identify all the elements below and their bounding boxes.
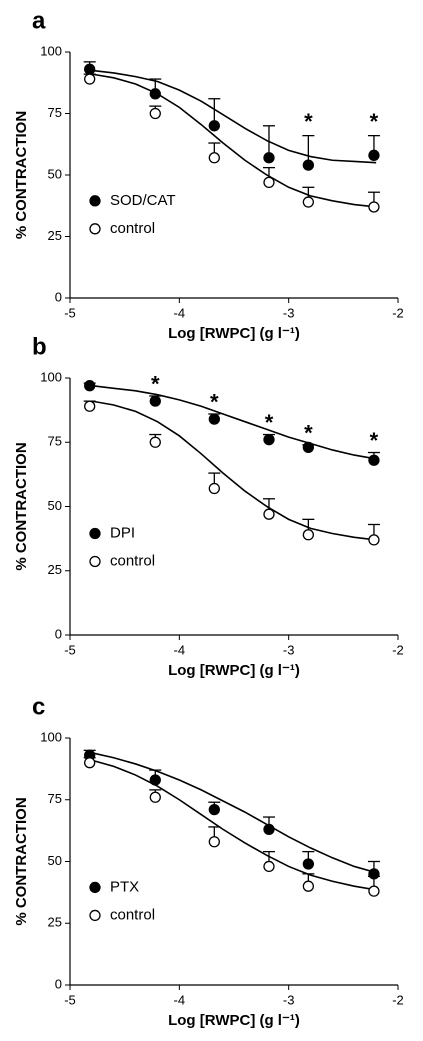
fit-curve (91, 759, 377, 891)
data-point (208, 803, 220, 816)
panel-title: a (32, 7, 46, 34)
data-point (263, 152, 275, 164)
x-tick-label: -2 (392, 305, 404, 320)
y-tick-label: 25 (48, 562, 62, 577)
legend-marker (89, 909, 101, 922)
data-point (84, 757, 96, 769)
legend-label: SOD/CAT (110, 192, 176, 209)
data-point (263, 860, 275, 873)
y-tick-label: 50 (48, 853, 62, 868)
fit-curve (91, 73, 377, 208)
data-point (84, 380, 96, 392)
x-tick-label: -5 (64, 642, 76, 657)
x-tick-label: -5 (64, 992, 76, 1007)
x-tick-label: -3 (283, 642, 295, 657)
x-axis-label: Log [RWPC] (g l⁻¹) (168, 325, 300, 342)
x-tick-label: -2 (392, 642, 404, 657)
significance-star: * (151, 372, 160, 397)
data-point (263, 434, 275, 446)
legend-label: control (110, 552, 155, 569)
x-axis-label: Log [RWPC] (g l⁻¹) (168, 662, 300, 679)
y-tick-label: 0 (55, 976, 62, 991)
data-point (302, 196, 314, 208)
x-axis-label: Log [RWPC] (g l⁻¹) (168, 1012, 300, 1029)
data-point (149, 107, 161, 120)
y-axis-label: % CONTRACTION (13, 797, 30, 925)
legend-marker (89, 555, 101, 568)
x-tick-label: -4 (174, 642, 186, 657)
data-point (149, 395, 161, 407)
fit-curve (91, 384, 377, 460)
x-tick-label: -3 (283, 305, 295, 320)
data-point (302, 858, 314, 870)
data-point (302, 441, 314, 454)
y-tick-label: 75 (48, 791, 62, 806)
legend-label: control (110, 220, 155, 237)
data-point (368, 534, 380, 546)
fit-curve (91, 69, 377, 164)
y-tick-label: 0 (55, 626, 62, 641)
legend-label: DPI (110, 524, 135, 541)
data-point (263, 176, 275, 189)
x-tick-label: -5 (64, 305, 76, 320)
data-point (208, 836, 220, 848)
data-point (368, 201, 380, 213)
significance-star: * (370, 109, 379, 134)
y-axis-label: % CONTRACTION (13, 442, 30, 570)
data-point (302, 529, 314, 541)
significance-star: * (265, 410, 274, 435)
data-point (263, 508, 275, 520)
y-tick-label: 100 (40, 369, 62, 384)
data-point (302, 159, 314, 171)
y-tick-label: 25 (48, 915, 62, 930)
panel-title: b (32, 333, 47, 360)
data-point (208, 120, 220, 132)
y-tick-label: 75 (48, 434, 62, 449)
data-point (208, 413, 220, 425)
y-axis-label: % CONTRACTION (13, 111, 30, 239)
y-tick-label: 100 (40, 43, 62, 58)
data-point (208, 482, 220, 495)
data-point (368, 149, 380, 161)
legend-label: PTX (110, 878, 139, 895)
y-tick-label: 25 (48, 228, 62, 243)
panel-title: c (32, 693, 45, 720)
data-point (84, 63, 96, 75)
fit-curve (91, 752, 377, 874)
panel: c 0 25 50 75 100 -5 -4 -3 -2 Log [RWPC] (g l⁻¹) % C… (13, 693, 404, 1029)
legend-marker (89, 881, 101, 894)
panel: b 0 25 50 75 100 -5 -4 -3 -2 Log [RWPC] (g l⁻¹) % C… (13, 333, 404, 679)
y-tick-label: 50 (48, 166, 62, 181)
data-point (84, 400, 96, 412)
significance-star: * (304, 109, 313, 134)
legend-label: control (110, 906, 155, 923)
x-tick-label: -4 (174, 992, 186, 1007)
panel: a 0 25 50 75 100 -5 -4 -3 -2 Log [RWPC] (g l⁻¹) % C… (13, 7, 404, 342)
data-point (84, 73, 96, 85)
legend-marker (89, 527, 101, 540)
fit-curve (91, 400, 377, 541)
x-tick-label: -3 (283, 992, 295, 1007)
significance-star: * (370, 428, 379, 453)
x-tick-label: -2 (392, 992, 404, 1007)
data-point (368, 454, 380, 466)
y-tick-label: 75 (48, 105, 62, 120)
data-point (208, 152, 220, 164)
y-tick-label: 0 (55, 289, 62, 304)
data-point (149, 436, 161, 448)
legend-marker (89, 223, 101, 235)
y-tick-label: 100 (40, 729, 62, 744)
significance-star: * (304, 420, 313, 445)
y-tick-label: 50 (48, 498, 62, 513)
data-point (302, 880, 314, 892)
significance-star: * (210, 390, 219, 415)
data-point (263, 823, 275, 836)
legend-marker (89, 195, 101, 207)
x-tick-label: -4 (174, 305, 186, 320)
data-point (368, 885, 380, 897)
data-point (149, 791, 161, 803)
